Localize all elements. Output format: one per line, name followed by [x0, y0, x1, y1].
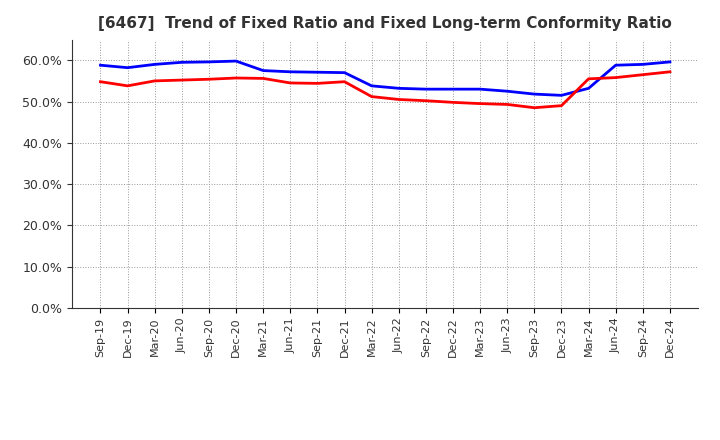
Fixed Ratio: [421, 87, 430, 92]
Fixed Ratio: [665, 59, 674, 65]
Fixed Ratio: [259, 68, 268, 73]
Fixed Ratio: [150, 62, 159, 67]
Fixed Ratio: [449, 87, 457, 92]
Fixed Ratio: [584, 86, 593, 91]
Fixed Ratio: [204, 59, 213, 65]
Fixed Ratio: [395, 86, 403, 91]
Fixed Ratio: [286, 69, 294, 74]
Fixed Long-term Conformity Ratio: [232, 75, 240, 81]
Fixed Long-term Conformity Ratio: [178, 77, 186, 83]
Fixed Long-term Conformity Ratio: [259, 76, 268, 81]
Fixed Long-term Conformity Ratio: [286, 81, 294, 86]
Line: Fixed Long-term Conformity Ratio: Fixed Long-term Conformity Ratio: [101, 72, 670, 108]
Fixed Long-term Conformity Ratio: [367, 94, 376, 99]
Fixed Long-term Conformity Ratio: [665, 69, 674, 74]
Fixed Ratio: [341, 70, 349, 75]
Fixed Ratio: [96, 62, 105, 68]
Fixed Ratio: [639, 62, 647, 67]
Fixed Long-term Conformity Ratio: [421, 98, 430, 103]
Fixed Long-term Conformity Ratio: [395, 97, 403, 102]
Fixed Long-term Conformity Ratio: [96, 79, 105, 84]
Fixed Long-term Conformity Ratio: [639, 72, 647, 77]
Line: Fixed Ratio: Fixed Ratio: [101, 61, 670, 95]
Fixed Long-term Conformity Ratio: [530, 105, 539, 110]
Fixed Long-term Conformity Ratio: [476, 101, 485, 106]
Fixed Long-term Conformity Ratio: [313, 81, 322, 86]
Fixed Long-term Conformity Ratio: [341, 79, 349, 84]
Fixed Long-term Conformity Ratio: [557, 103, 566, 108]
Fixed Ratio: [530, 92, 539, 97]
Fixed Ratio: [313, 70, 322, 75]
Fixed Ratio: [178, 60, 186, 65]
Fixed Ratio: [367, 83, 376, 88]
Title: [6467]  Trend of Fixed Ratio and Fixed Long-term Conformity Ratio: [6467] Trend of Fixed Ratio and Fixed Lo…: [99, 16, 672, 32]
Fixed Long-term Conformity Ratio: [150, 78, 159, 84]
Fixed Ratio: [503, 88, 511, 94]
Fixed Long-term Conformity Ratio: [584, 76, 593, 81]
Fixed Ratio: [557, 93, 566, 98]
Fixed Long-term Conformity Ratio: [503, 102, 511, 107]
Fixed Long-term Conformity Ratio: [123, 83, 132, 88]
Fixed Ratio: [123, 65, 132, 70]
Fixed Ratio: [611, 62, 620, 68]
Fixed Ratio: [232, 59, 240, 64]
Fixed Long-term Conformity Ratio: [204, 77, 213, 82]
Fixed Long-term Conformity Ratio: [611, 75, 620, 80]
Fixed Long-term Conformity Ratio: [449, 100, 457, 105]
Fixed Ratio: [476, 87, 485, 92]
